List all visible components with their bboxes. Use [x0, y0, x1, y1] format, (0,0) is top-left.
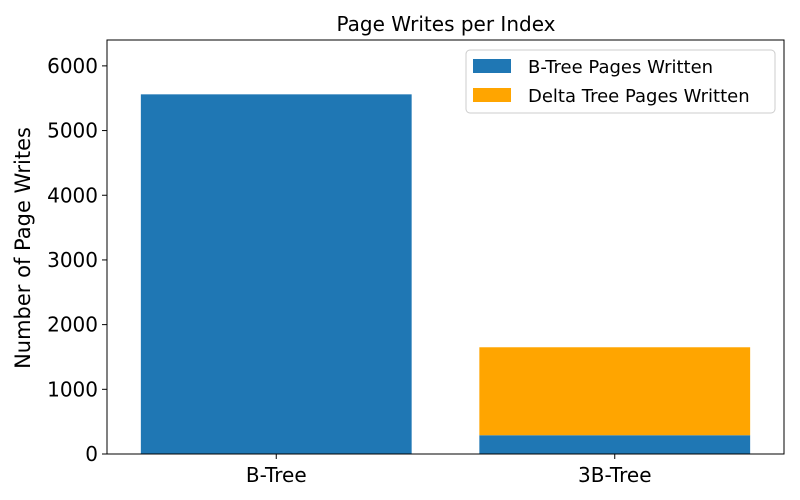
- x-tick-label-3b-tree: 3B-Tree: [578, 463, 652, 487]
- y-tick-label-3000: 3000: [47, 248, 98, 272]
- legend-box: [465, 49, 776, 114]
- legend-label-b-tree: B-Tree Pages Written: [528, 57, 713, 78]
- x-tick-label-b-tree: B-Tree: [246, 463, 307, 487]
- legend-label-delta-tree: Delta Tree Pages Written: [528, 86, 750, 107]
- chart-title: Page Writes per Index: [337, 12, 556, 36]
- bars-layer: [140, 94, 751, 454]
- y-axis-label: Number of Page Writes: [11, 127, 35, 369]
- y-tick-label-6000: 6000: [47, 54, 98, 78]
- legend-swatch-delta-tree: [473, 88, 511, 102]
- legend: B-Tree Pages Written Delta Tree Pages Wr…: [465, 49, 776, 114]
- y-tick-label-1000: 1000: [47, 377, 98, 401]
- plot-frame: [106, 39, 785, 455]
- bar-3b-tree-b-tree-pages-written: [479, 435, 751, 454]
- y-tick-label-4000: 4000: [47, 183, 98, 207]
- y-tick-label-0: 0: [85, 442, 98, 466]
- y-tick-label-5000: 5000: [47, 119, 98, 143]
- y-tick-label-2000: 2000: [47, 313, 98, 337]
- ticks-layer: B-Tree 3B-Tree 0 1000 2000 3000 4000 5000 6000: [47, 54, 651, 487]
- legend-swatch-b-tree: [473, 59, 511, 73]
- bar-3b-tree-delta-tree-pages-written: [479, 347, 751, 436]
- bar-b-tree-b-tree-pages-written: [140, 94, 412, 454]
